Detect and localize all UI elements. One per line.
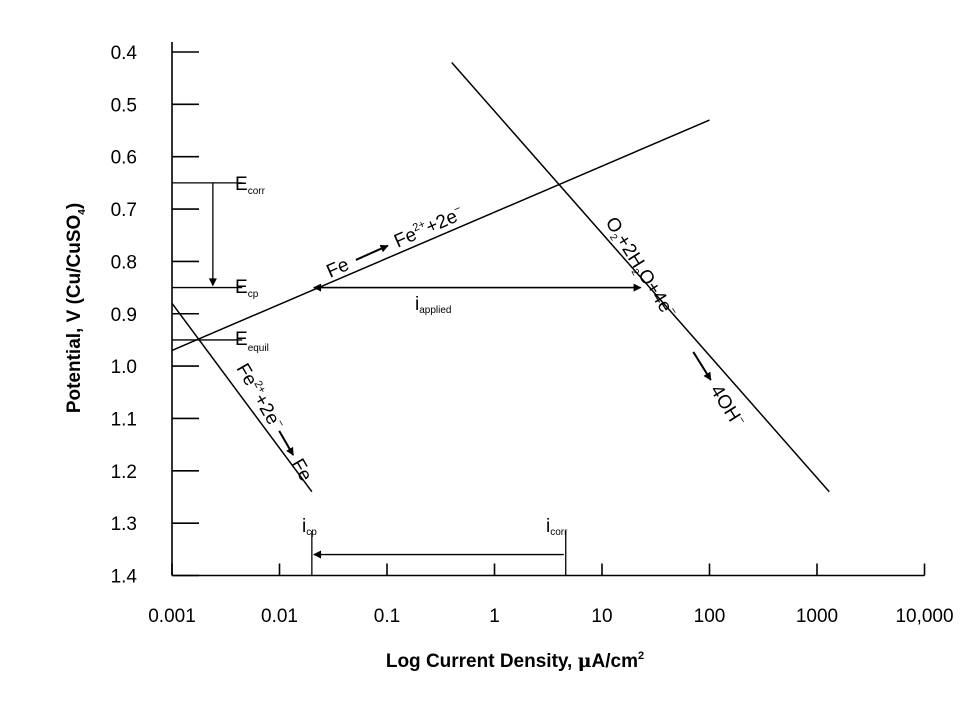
i-corr-label: icorr: [546, 516, 568, 538]
series-lines: [171, 61, 830, 493]
o2-reduction-label: O2+2H2O+4e− 4OH−: [599, 213, 749, 431]
x-axis-label-mu: μ: [578, 650, 592, 672]
x-tick-label: 100: [694, 606, 726, 627]
y-axis-label: Potential, V (Cu/CuSO4): [64, 203, 88, 413]
x-axis-label-sup: 2: [638, 650, 644, 662]
fe-ox-arrow: [355, 244, 389, 261]
y-tick-label: 0.6: [111, 148, 137, 169]
i-cp-label: icp: [302, 516, 317, 538]
fe-red-product: Fe: [287, 455, 316, 485]
x-tick-label: 0.1: [374, 606, 400, 627]
x-tick-label: 0.01: [261, 606, 298, 627]
y-tick-label: 0.7: [111, 200, 137, 221]
y-axis-label-sub: 4: [77, 209, 88, 215]
x-tick-label: 10,000: [895, 606, 953, 627]
e-cp-main: E: [235, 277, 248, 298]
y-tick-label: 1.0: [111, 357, 137, 378]
x-tick-label: 1: [489, 606, 500, 627]
fe-ox-minus: −: [452, 203, 463, 217]
y-tick-label: 1.4: [111, 567, 138, 588]
series-line-3: [171, 302, 313, 493]
y-axis-label-main: Potential, V (Cu/CuSO: [64, 215, 85, 413]
y-tick-label: 1.1: [111, 409, 137, 430]
e-cp-sub: cp: [248, 289, 259, 300]
e-corr-label: Ecorr: [235, 174, 266, 197]
i-applied-label: iapplied: [415, 294, 452, 316]
o2-minus: −: [667, 305, 681, 317]
svg-text:Fe: Fe: [323, 254, 352, 282]
o2-oh-minus: −: [735, 414, 749, 426]
fe-ox-fe: Fe: [323, 254, 352, 282]
svg-text:Fe2++2e−: Fe2++2e−: [232, 360, 288, 435]
i-cp-main: i: [302, 516, 306, 537]
y-tick-label: 0.4: [111, 43, 138, 64]
i-applied-main: i: [415, 294, 419, 315]
fe-oxidation-label: Fe Fe2++2e−: [323, 203, 467, 283]
fe-red-2plus: 2+: [251, 379, 268, 396]
y-tick-label: 0.5: [111, 95, 137, 116]
x-ticks: 0.001 0.01 0.1 1 10 100 1000 10,000: [148, 563, 954, 627]
e-corr-main: E: [235, 174, 248, 195]
fe-red-minus: −: [274, 417, 288, 429]
series-line-2: [451, 61, 830, 493]
e-equil-main: E: [235, 329, 248, 350]
y-tick-label: 0.8: [111, 252, 137, 273]
fe-red-arrow: [278, 430, 295, 456]
o2-arrow: [692, 351, 712, 381]
y-ticks: 0.4 0.5 0.6 0.7 0.8 0.9 1.0 1.1 1.2 1.3 1.4: [111, 43, 199, 588]
x-axis-label: Log Current Density, μA/cm2: [386, 650, 644, 672]
i-corr-main: i: [546, 516, 550, 537]
o2-h2-sub: 2: [629, 267, 642, 278]
e-equil-label: Eequil: [235, 329, 269, 354]
y-tick-label: 1.2: [111, 462, 137, 483]
axes: [171, 42, 925, 577]
x-tick-label: 1000: [796, 606, 838, 627]
y-tick-label: 1.3: [111, 514, 137, 535]
i-applied-sub: applied: [419, 305, 451, 316]
i-cp-sub: cp: [306, 527, 317, 538]
y-axis-label-end: ): [64, 203, 85, 209]
x-tick-label: 0.001: [148, 606, 196, 627]
svg-text:4OH−: 4OH−: [706, 381, 749, 431]
e-equil-sub: equil: [248, 343, 269, 354]
svg-text:O2+2H2O+4e−: O2+2H2O+4e−: [599, 213, 680, 323]
i-corr-sub: corr: [550, 527, 568, 538]
fe-reduction-label: Fe2++2e− Fe: [232, 360, 316, 485]
o2-sub2: 2: [607, 232, 620, 243]
svg-text:Fe: Fe: [287, 455, 316, 485]
x-tick-label: 10: [591, 606, 612, 627]
series-line-1: [171, 119, 710, 352]
y-tick-label: 0.9: [111, 305, 137, 326]
construction-lines: [172, 182, 642, 576]
e-corr-sub: corr: [248, 186, 266, 197]
fe-ox-2plus: 2+: [411, 218, 427, 234]
x-axis-label-main: Log Current Density,: [386, 651, 578, 672]
e-cp-label: Ecp: [235, 277, 259, 300]
x-axis-label-unit: A/cm: [592, 651, 638, 672]
svg-text:Fe2++2e−: Fe2++2e−: [391, 203, 467, 253]
